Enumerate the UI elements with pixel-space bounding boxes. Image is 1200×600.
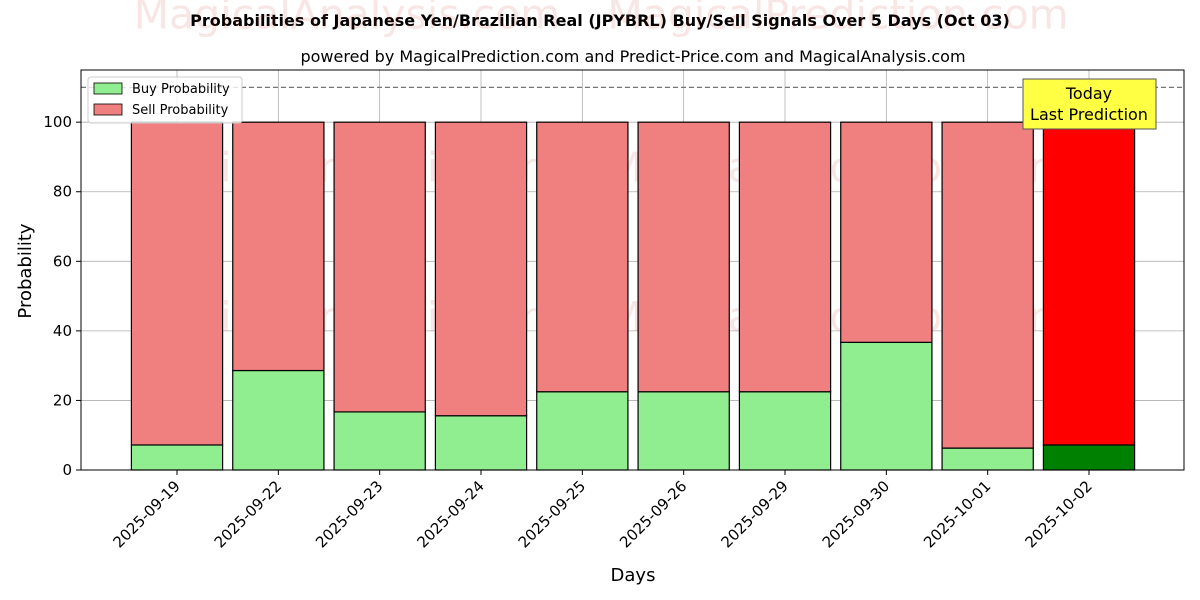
y-tick-label: 60 [53,252,72,270]
watermark-text: MagicalPrediction.com [607,0,1068,38]
x-tick-label: 2025-09-24 [413,477,487,551]
bar-buy [130,444,224,471]
annotation-box [1022,78,1157,130]
bar-layer [81,86,1184,471]
bar-sell [130,121,224,446]
y-tick-label: 0 [62,461,72,479]
legend-box [87,76,243,124]
bar-buy [536,391,629,471]
legend-swatch-sell [93,103,123,116]
bar-buy [738,391,832,471]
x-tick-label: 2025-09-25 [515,477,589,551]
annotation-line-last-prediction: Last Prediction [1030,105,1148,124]
bar-sell [840,121,933,343]
legend-label-buy: Buy Probability [132,82,230,97]
bar-buy [637,391,730,471]
bar-sell [536,121,629,393]
y-axis-label: Probability [15,223,36,318]
x-tick-label: 2025-09-23 [312,477,386,551]
x-axis-label: Days [611,565,656,586]
plot-frame [80,69,1185,471]
bar-buy [333,411,426,471]
y-tick-label: 40 [53,322,72,340]
bar-sell [1042,121,1136,446]
chart-subtitle: powered by MagicalPrediction.com and Pre… [300,47,965,66]
bar-buy [1042,444,1136,471]
y-tick-label: 100 [43,113,72,131]
bar-sell [333,121,426,413]
bar-sell [941,121,1034,449]
legend: Buy Probability Sell Probability [87,76,243,124]
annotation-line-today: Today [1065,84,1112,103]
watermark-text: MagicalAnalysis.com [134,0,561,38]
bar-buy [941,447,1034,471]
bar-sell [232,121,325,372]
chart-title: Probabilities of Japanese Yen/Brazilian … [190,11,1010,30]
x-tick-label: 2025-09-22 [211,477,285,551]
x-tick-label: 2025-09-30 [819,477,893,551]
bar-sell [434,121,528,417]
x-tick-label: 2025-10-02 [1021,477,1095,551]
x-tick-label: 2025-10-01 [920,477,994,551]
bar-buy [232,369,325,471]
bar-sell [637,121,730,393]
bar-buy [434,415,528,471]
legend-label-sell: Sell Probability [132,103,229,118]
bar-buy [840,341,933,471]
x-tick-label: 2025-09-29 [717,477,791,551]
x-tick-label: 2025-09-26 [616,477,690,551]
x-tick-label: 2025-09-19 [109,477,183,551]
today-annotation: Today Last Prediction [1022,78,1157,130]
y-tick-label: 20 [53,391,72,409]
y-tick-label: 80 [53,183,72,201]
legend-swatch-buy [93,82,123,95]
bar-sell [738,121,832,393]
